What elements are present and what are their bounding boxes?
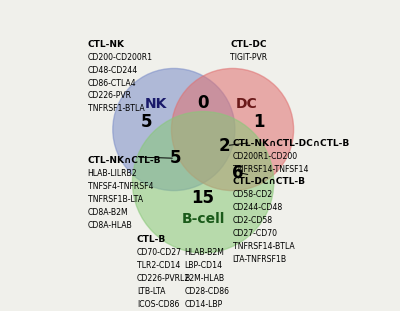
- Text: CTL-NK∩CTL-DC∩CTL-B: CTL-NK∩CTL-DC∩CTL-B: [232, 139, 350, 148]
- Circle shape: [132, 112, 274, 253]
- Text: CD86-CTLA4: CD86-CTLA4: [88, 78, 136, 87]
- Text: TIGIT-PVR: TIGIT-PVR: [230, 53, 267, 62]
- Text: ICOS-CD86: ICOS-CD86: [137, 299, 179, 309]
- Text: CD58-CD2: CD58-CD2: [232, 190, 273, 199]
- Text: B-cell: B-cell: [181, 212, 225, 226]
- Text: CD14-LBP: CD14-LBP: [185, 299, 223, 309]
- Text: CTL-NK∩CTL-B: CTL-NK∩CTL-B: [88, 156, 161, 165]
- Text: 5: 5: [140, 113, 152, 131]
- Text: HLAB-LILRB2: HLAB-LILRB2: [88, 169, 137, 178]
- Text: LTA-TNFRSF1B: LTA-TNFRSF1B: [232, 255, 287, 264]
- Text: TLR2-CD14: TLR2-CD14: [137, 261, 180, 270]
- Text: CD8A-HLAB: CD8A-HLAB: [88, 220, 132, 230]
- Text: CD70-CD27: CD70-CD27: [137, 248, 182, 257]
- Text: 5: 5: [169, 149, 181, 167]
- Text: LBP-CD14: LBP-CD14: [185, 261, 223, 270]
- Text: CD226-PVRL2: CD226-PVRL2: [137, 274, 190, 283]
- Text: 6: 6: [232, 164, 243, 182]
- Text: CTL-NK: CTL-NK: [88, 40, 125, 49]
- Text: 2: 2: [219, 137, 231, 155]
- Text: CD2-CD58: CD2-CD58: [232, 216, 273, 225]
- Text: CD200-CD200R1: CD200-CD200R1: [88, 53, 153, 62]
- Text: CTL-B: CTL-B: [137, 235, 166, 244]
- Circle shape: [172, 68, 294, 191]
- Text: CD48-CD244: CD48-CD244: [88, 66, 138, 75]
- Text: CD27-CD70: CD27-CD70: [232, 229, 278, 238]
- Text: TNFRSF14-TNFSF14: TNFRSF14-TNFSF14: [232, 165, 308, 174]
- Text: CD226-PVR: CD226-PVR: [88, 91, 132, 100]
- Text: CTL-DC: CTL-DC: [230, 40, 267, 49]
- Text: CD28-CD86: CD28-CD86: [185, 287, 230, 296]
- Text: CD8A-B2M: CD8A-B2M: [88, 207, 128, 216]
- Text: LTB-LTA: LTB-LTA: [137, 287, 165, 296]
- Text: DC: DC: [236, 97, 258, 111]
- Circle shape: [113, 68, 235, 191]
- Text: TNFRSF1-BTLA: TNFRSF1-BTLA: [88, 104, 144, 114]
- Text: 15: 15: [192, 189, 214, 207]
- Text: CD200R1-CD200: CD200R1-CD200: [232, 152, 298, 161]
- Text: TNFSF4-TNFRSF4: TNFSF4-TNFRSF4: [88, 182, 153, 191]
- Text: CTL-DC∩CTL-B: CTL-DC∩CTL-B: [232, 177, 306, 186]
- Text: TNFRSF1B-LTA: TNFRSF1B-LTA: [88, 195, 143, 204]
- Text: B2M-HLAB: B2M-HLAB: [185, 274, 225, 283]
- Text: 0: 0: [197, 94, 209, 112]
- Text: NK: NK: [145, 97, 167, 111]
- Text: TNFRSF14-BTLA: TNFRSF14-BTLA: [232, 242, 294, 251]
- Text: CD244-CD48: CD244-CD48: [232, 203, 283, 212]
- Text: 1: 1: [253, 113, 265, 131]
- Text: HLAB-B2M: HLAB-B2M: [185, 248, 224, 257]
